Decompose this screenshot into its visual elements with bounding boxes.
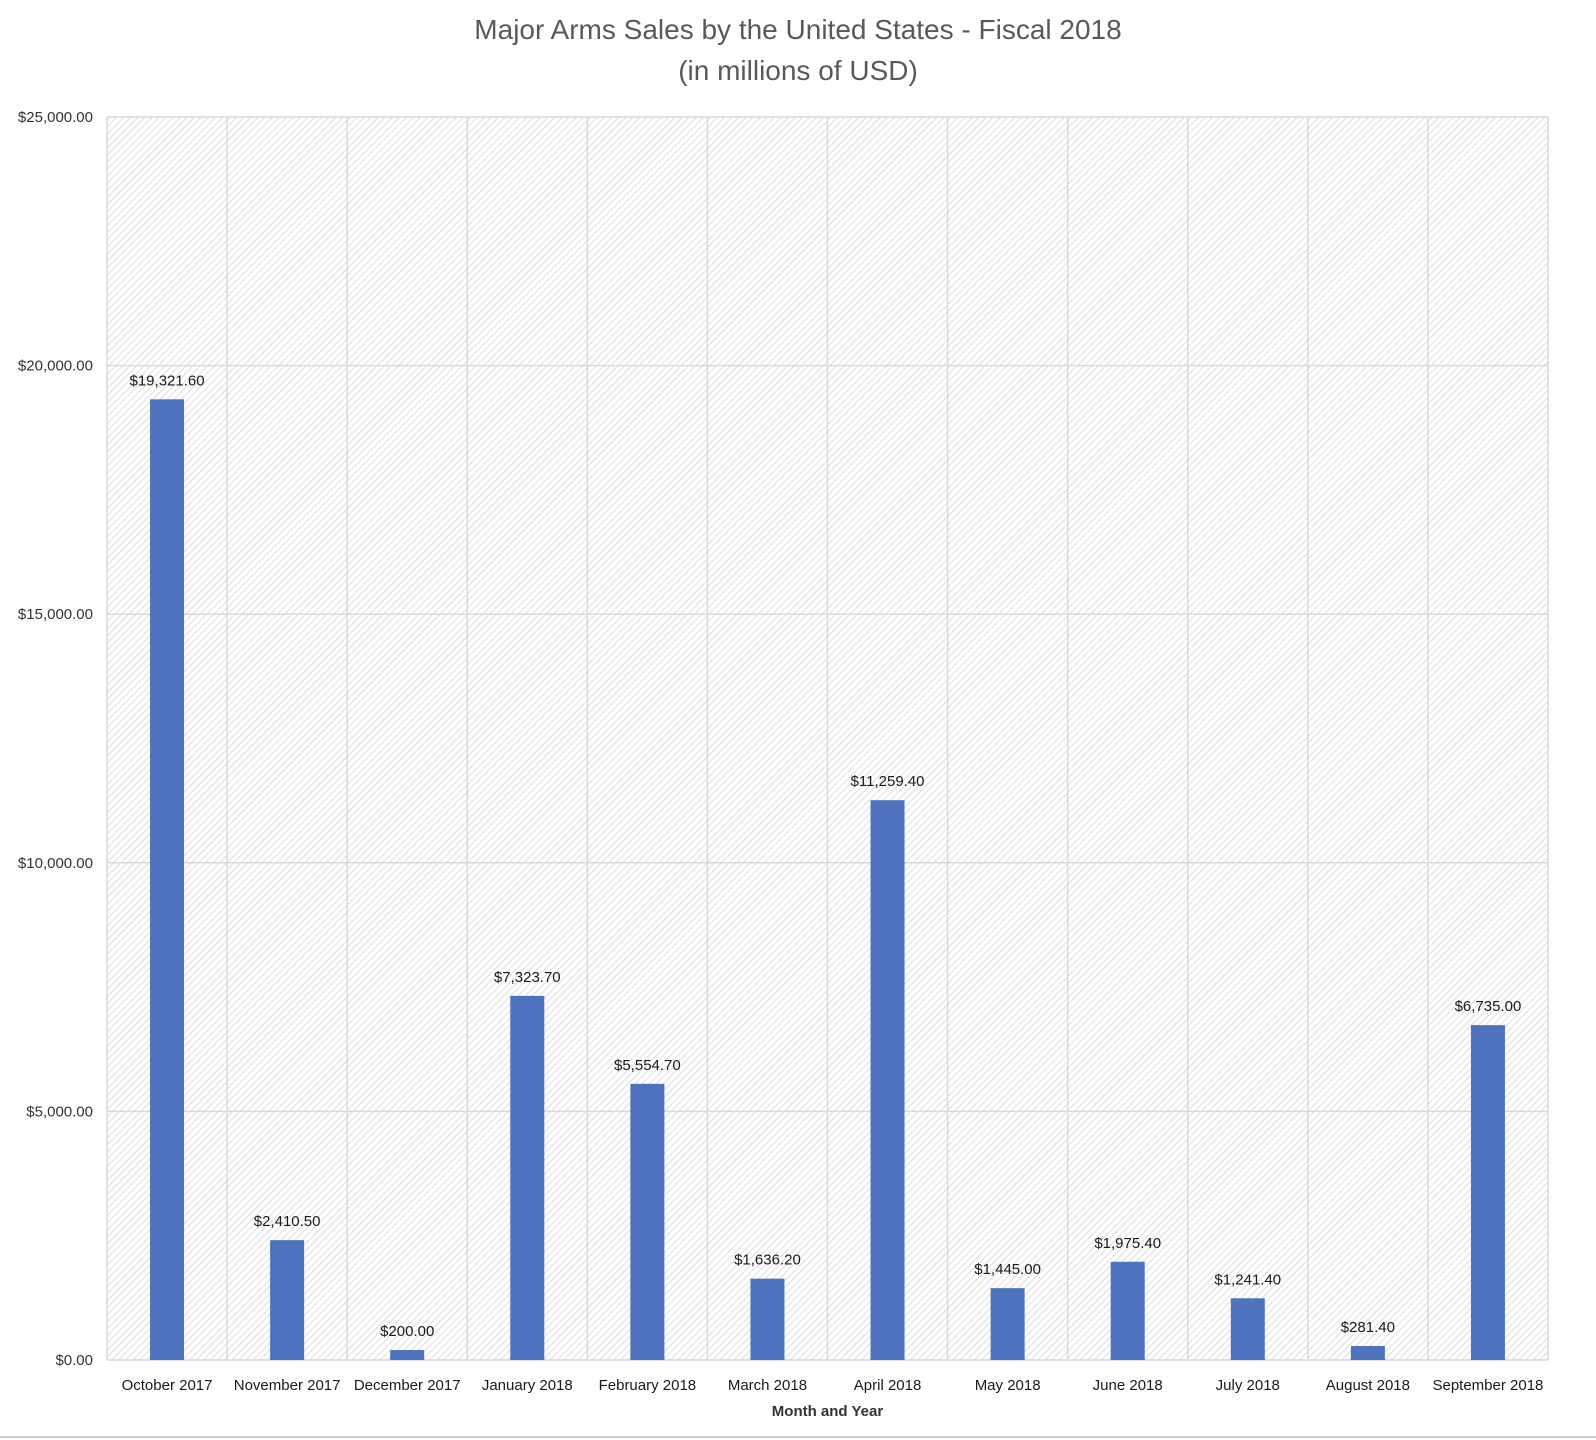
x-tick-label: November 2017	[234, 1377, 341, 1394]
bar	[1110, 1261, 1145, 1360]
x-tick-label: July 2018	[1216, 1377, 1280, 1394]
y-tick-label: $20,000.00	[18, 358, 93, 375]
x-tick-label: September 2018	[1432, 1377, 1543, 1394]
x-tick-label: August 2018	[1326, 1377, 1410, 1394]
chart-title: Major Arms Sales by the United States - …	[474, 14, 1122, 45]
x-tick-label: May 2018	[975, 1377, 1041, 1394]
bar	[630, 1083, 665, 1360]
bar	[750, 1278, 785, 1360]
x-tick-label: October 2017	[122, 1377, 213, 1394]
bar	[990, 1288, 1025, 1360]
y-tick-label: $0.00	[55, 1352, 93, 1369]
data-label: $2,410.50	[254, 1213, 321, 1230]
x-tick-label: February 2018	[599, 1377, 697, 1394]
data-label: $7,323.70	[494, 969, 561, 986]
data-label: $5,554.70	[614, 1057, 681, 1074]
bar	[1230, 1298, 1265, 1360]
x-tick-label: March 2018	[728, 1377, 807, 1394]
y-tick-label: $10,000.00	[18, 855, 93, 872]
data-label: $1,241.40	[1214, 1271, 1281, 1288]
data-label: $19,321.60	[130, 372, 205, 389]
data-label: $281.40	[1341, 1319, 1395, 1336]
y-tick-label: $5,000.00	[26, 1103, 93, 1120]
bar	[510, 995, 545, 1360]
data-label: $11,259.40	[851, 773, 925, 790]
y-tick-label: $25,000.00	[18, 109, 93, 126]
data-label: $6,735.00	[1455, 998, 1522, 1015]
chart-subtitle: (in millions of USD)	[678, 55, 918, 86]
data-label: $200.00	[380, 1323, 434, 1340]
y-tick-label: $15,000.00	[18, 606, 93, 623]
x-axis-title: Month and Year	[772, 1403, 884, 1420]
data-label: $1,636.20	[734, 1252, 801, 1269]
bar	[870, 800, 905, 1360]
data-label: $1,445.00	[974, 1261, 1041, 1278]
bar	[150, 399, 185, 1360]
x-tick-label: December 2017	[354, 1377, 461, 1394]
data-label: $1,975.40	[1094, 1235, 1161, 1252]
bar	[1350, 1346, 1385, 1360]
bar	[270, 1240, 305, 1360]
x-tick-label: June 2018	[1093, 1377, 1163, 1394]
bar	[1470, 1025, 1505, 1360]
bar	[390, 1350, 425, 1360]
x-tick-label: January 2018	[482, 1377, 573, 1394]
bottom-divider	[0, 1436, 1596, 1438]
x-tick-label: April 2018	[854, 1377, 922, 1394]
